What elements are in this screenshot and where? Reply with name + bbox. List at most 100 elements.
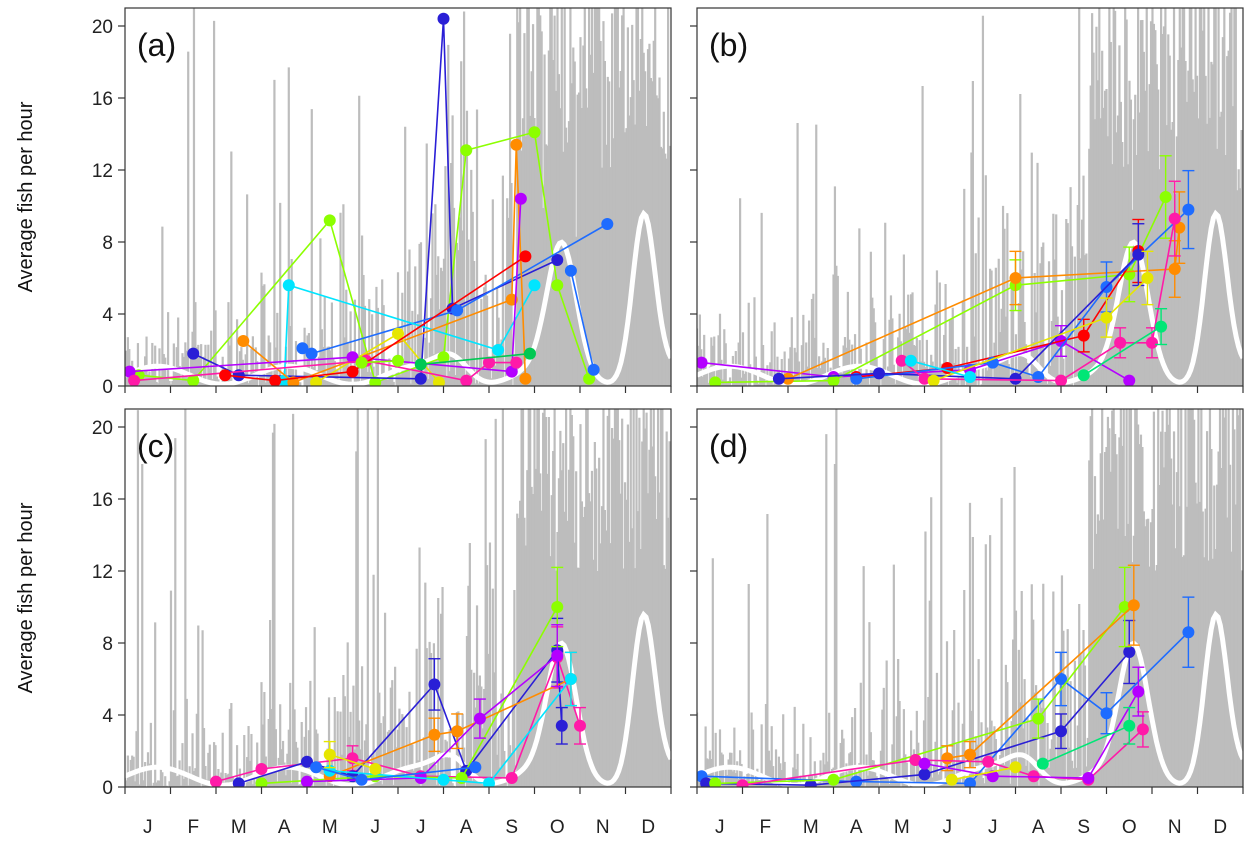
data-point xyxy=(1155,320,1168,333)
plot-area xyxy=(697,409,1243,787)
data-point xyxy=(187,374,200,386)
month-label: J xyxy=(143,817,153,838)
month-label: N xyxy=(1168,817,1182,838)
data-point xyxy=(709,777,722,787)
data-point xyxy=(355,773,368,786)
series-5 xyxy=(918,666,1145,784)
data-point xyxy=(469,761,482,774)
data-point xyxy=(1141,272,1154,284)
data-point xyxy=(551,254,564,266)
month-label: F xyxy=(187,817,199,838)
series-1 xyxy=(700,619,1136,787)
y-tick-label: 4 xyxy=(102,706,113,727)
month-label: M xyxy=(231,817,247,838)
data-point xyxy=(918,768,931,781)
data-point xyxy=(460,374,473,386)
data-point xyxy=(1182,203,1195,216)
data-point xyxy=(492,344,505,356)
y-tick-label: 4 xyxy=(102,305,113,326)
background-flow xyxy=(697,8,1243,386)
series-9 xyxy=(1077,308,1168,382)
y-tick-label: 8 xyxy=(102,634,113,655)
series-2 xyxy=(709,566,1131,787)
data-point xyxy=(355,356,368,369)
data-point xyxy=(428,728,441,741)
plot-area xyxy=(125,8,671,386)
data-point xyxy=(564,673,577,685)
data-point xyxy=(1032,712,1045,725)
series-3 xyxy=(278,279,541,386)
month-label: S xyxy=(505,817,518,838)
data-point xyxy=(1036,757,1049,770)
data-point xyxy=(1132,248,1145,261)
data-point xyxy=(982,755,995,768)
series-2 xyxy=(782,191,1186,385)
panel-label: (a) xyxy=(137,27,176,63)
data-point xyxy=(510,356,523,369)
data-point xyxy=(451,725,464,738)
data-point xyxy=(564,264,577,277)
month-label: A xyxy=(460,817,473,838)
data-point xyxy=(219,369,232,382)
data-point xyxy=(282,279,295,292)
data-point xyxy=(305,347,318,360)
series-line xyxy=(856,250,1139,378)
data-point xyxy=(310,761,323,774)
data-point xyxy=(437,351,450,364)
series-11 xyxy=(355,354,404,369)
data-point xyxy=(301,775,313,787)
panel-0: (a) 0 4 8 12 16 20 xyxy=(92,7,672,398)
series-6 xyxy=(895,180,1181,386)
month-label: M xyxy=(322,817,338,838)
data-point xyxy=(428,678,441,691)
y-tick-label: 20 xyxy=(92,418,113,439)
data-point xyxy=(437,12,450,25)
series-6 xyxy=(125,192,527,378)
month-label: F xyxy=(759,817,771,838)
data-point xyxy=(555,719,568,732)
series-line xyxy=(787,227,1181,380)
plot-area xyxy=(125,409,671,787)
data-point xyxy=(1182,626,1195,639)
month-label: O xyxy=(1122,817,1137,838)
seasonal-smooth-line xyxy=(125,209,671,386)
data-point xyxy=(1136,723,1149,736)
data-point xyxy=(473,712,486,725)
data-point xyxy=(483,356,495,369)
data-point xyxy=(1123,374,1136,386)
data-point xyxy=(346,365,359,378)
month-label: N xyxy=(596,817,610,838)
data-point xyxy=(709,376,722,386)
data-point xyxy=(1077,369,1090,382)
data-point xyxy=(873,367,885,380)
data-point xyxy=(505,365,518,378)
data-point xyxy=(1114,336,1127,349)
data-point xyxy=(432,376,445,386)
month-label: A xyxy=(1032,817,1045,838)
data-point xyxy=(574,719,586,732)
month-label: A xyxy=(278,817,291,838)
data-point xyxy=(1077,329,1090,342)
data-point xyxy=(1009,761,1022,774)
data-point xyxy=(1009,272,1022,284)
data-point xyxy=(551,601,564,613)
data-point xyxy=(583,372,596,385)
y-axis xyxy=(690,426,697,788)
background-flow xyxy=(697,409,1243,787)
data-point xyxy=(1168,263,1181,275)
data-point xyxy=(736,779,749,787)
y-axis-title: Average fish per hour xyxy=(15,101,37,292)
data-point xyxy=(964,748,976,761)
data-point xyxy=(187,347,200,360)
data-point xyxy=(772,372,785,385)
data-point xyxy=(700,777,713,787)
data-point xyxy=(255,763,268,775)
data-point xyxy=(601,218,614,230)
series-7 xyxy=(945,761,1022,786)
series-10 xyxy=(564,264,600,376)
data-point xyxy=(827,773,840,786)
data-point xyxy=(128,374,141,386)
series-line xyxy=(1083,325,1162,376)
data-point xyxy=(1159,191,1172,203)
